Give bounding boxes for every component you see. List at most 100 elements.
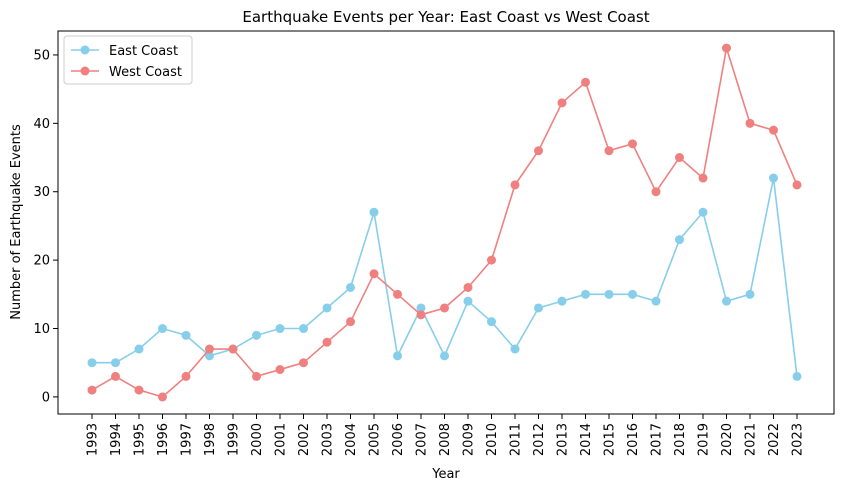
x-tick-label: 2012 bbox=[532, 423, 547, 456]
series-west-point bbox=[275, 365, 285, 375]
series-west-point bbox=[792, 180, 802, 190]
legend-west-label: West Coast bbox=[109, 65, 182, 80]
series-east-point bbox=[510, 344, 520, 354]
series-east-point bbox=[369, 207, 379, 217]
series-layer bbox=[87, 43, 802, 402]
legend-box bbox=[63, 35, 193, 85]
y-tick-label: 40 bbox=[33, 117, 50, 132]
series-west-point bbox=[346, 317, 355, 327]
y-tick-label: 30 bbox=[33, 185, 50, 200]
series-west-point bbox=[463, 282, 473, 292]
series-west-point bbox=[369, 269, 379, 279]
series-west-point bbox=[181, 371, 191, 381]
y-axis-label: Number of Earthquake Events bbox=[9, 124, 24, 320]
series-west-point bbox=[722, 43, 731, 53]
x-tick-label: 2014 bbox=[579, 423, 594, 456]
x-tick-label: 2011 bbox=[509, 423, 524, 456]
x-tick-label: 2003 bbox=[321, 423, 336, 456]
x-tick-label: 2004 bbox=[344, 423, 359, 456]
series-west-point bbox=[487, 255, 496, 265]
x-tick-label: 2008 bbox=[438, 423, 453, 456]
x-tick-label: 2013 bbox=[556, 423, 571, 456]
x-tick-label: 1996 bbox=[156, 423, 171, 456]
y-tick-label: 10 bbox=[33, 322, 50, 337]
series-west-point bbox=[322, 337, 332, 347]
series-west-point bbox=[299, 358, 308, 368]
x-axis-label: Year bbox=[431, 467, 460, 482]
series-west-point bbox=[698, 173, 708, 183]
x-tick-label: 2015 bbox=[603, 423, 618, 456]
series-east-point bbox=[111, 358, 120, 368]
x-tick-label: 2021 bbox=[744, 423, 759, 456]
series-east-point bbox=[698, 207, 708, 217]
x-tick-label: 2002 bbox=[297, 423, 312, 456]
series-west-point bbox=[111, 371, 120, 381]
x-tick-label: 2017 bbox=[650, 423, 665, 456]
x-tick-label: 1999 bbox=[227, 423, 242, 456]
y-tick-label: 20 bbox=[33, 254, 50, 269]
x-tick-label: 2000 bbox=[250, 423, 265, 456]
series-west-point bbox=[393, 289, 402, 299]
x-axis: 1993 1994 1995 1996 1997 1998 1999 2000 2001 2002… bbox=[86, 414, 806, 456]
series-east-point bbox=[158, 324, 167, 334]
series-east-point bbox=[581, 289, 590, 299]
series-east-point bbox=[557, 296, 567, 306]
series-west-point bbox=[416, 310, 426, 320]
series-west-point bbox=[651, 187, 661, 197]
x-tick-label: 2010 bbox=[485, 423, 500, 456]
series-east-point bbox=[769, 173, 778, 183]
series-east-point bbox=[604, 289, 614, 299]
series-west-point bbox=[628, 139, 637, 149]
series-east-point bbox=[346, 282, 355, 292]
series-east-point bbox=[416, 303, 426, 313]
series-east-line bbox=[92, 177, 798, 377]
x-tick-label: 2022 bbox=[767, 423, 782, 456]
x-tick-label: 2023 bbox=[791, 423, 806, 456]
legend-west-marker bbox=[80, 66, 90, 76]
series-east-point bbox=[651, 296, 661, 306]
series-east-point bbox=[628, 289, 637, 299]
x-tick-label: 2005 bbox=[368, 423, 383, 456]
series-west-point bbox=[675, 153, 684, 163]
series-east-point bbox=[322, 303, 332, 313]
x-tick-label: 1997 bbox=[180, 423, 195, 456]
series-west-point bbox=[158, 392, 167, 402]
series-east-point bbox=[299, 324, 308, 334]
plot-area bbox=[57, 30, 835, 415]
series-west-point bbox=[769, 125, 778, 135]
series-west-point bbox=[510, 180, 520, 190]
series-east-point bbox=[181, 330, 191, 340]
x-tick-label: 1998 bbox=[203, 423, 218, 456]
y-tick-label: 0 bbox=[42, 390, 50, 405]
series-west-point bbox=[205, 344, 214, 354]
series-east-point bbox=[745, 289, 755, 299]
series-west-point bbox=[604, 146, 614, 156]
series-east-point bbox=[675, 235, 684, 245]
series-east-point bbox=[792, 371, 802, 381]
x-tick-label: 2006 bbox=[391, 423, 406, 456]
x-tick-label: 1993 bbox=[86, 423, 101, 456]
series-west-point bbox=[134, 385, 144, 395]
y-tick-label: 50 bbox=[33, 48, 50, 63]
x-tick-label: 2020 bbox=[720, 423, 735, 456]
series-east-point bbox=[134, 344, 144, 354]
series-west-point bbox=[87, 385, 97, 395]
y-axis: 0 10 20 30 40 50 bbox=[33, 48, 58, 405]
series-west-point bbox=[440, 303, 449, 313]
series-east-point bbox=[275, 324, 285, 334]
series-east-point bbox=[205, 351, 214, 361]
series-west-point bbox=[228, 344, 238, 354]
x-tick-label: 1995 bbox=[133, 423, 148, 456]
series-east-point bbox=[534, 303, 543, 313]
series-east-point bbox=[87, 358, 97, 368]
series-east-point bbox=[440, 351, 449, 361]
x-tick-label: 2016 bbox=[626, 423, 641, 456]
x-tick-label: 2009 bbox=[462, 423, 477, 456]
series-west-point bbox=[581, 77, 590, 87]
x-tick-label: 1994 bbox=[109, 423, 124, 456]
x-tick-label: 2019 bbox=[697, 423, 712, 456]
x-tick-label: 2001 bbox=[274, 423, 289, 456]
series-east-point bbox=[463, 296, 473, 306]
series-west-point bbox=[534, 146, 543, 156]
series-east-point bbox=[252, 330, 261, 340]
